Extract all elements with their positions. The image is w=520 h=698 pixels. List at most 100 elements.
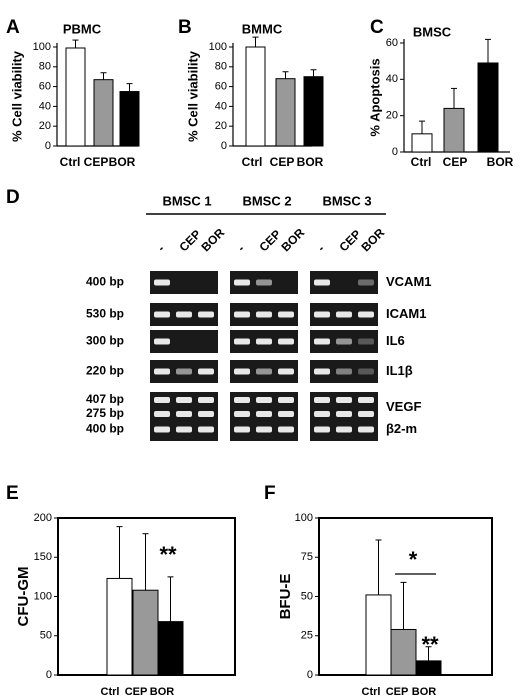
category-label: Ctrl [101,686,120,698]
gel-band [314,397,330,403]
panel-label-b: B [178,17,192,38]
y-tick-label: 0 [45,140,51,152]
lane-label: BOR [278,225,307,254]
gel-band [256,426,272,433]
sample-group-label: BMSC 2 [242,193,291,208]
gel-band [278,368,294,375]
gel-band [198,397,214,403]
category-label: Ctrl [362,686,381,698]
y-tick-label: 200 [34,512,52,524]
gel-band [176,311,192,318]
lane-label: CEP [256,227,283,254]
y-tick-label: 40 [39,100,51,112]
gel-band [234,368,250,375]
gel-band [234,279,250,286]
panel-label-c: C [370,17,384,38]
gel-band [198,368,214,375]
size-marker-label: 407 bp [86,392,124,406]
bar-ctrl [365,594,392,676]
gel-band [358,338,374,345]
gel-band [234,311,250,318]
gene-label: VCAM1 [386,274,432,289]
gel-band [336,397,352,403]
y-tick-label: 0 [46,669,52,681]
gene-label: ICAM1 [386,306,426,321]
gel-band [314,279,330,286]
gel-band [314,411,330,417]
y-tick-label: 100 [33,41,51,53]
significance-annotation: ** [421,632,439,657]
gel-band [336,311,352,318]
gel-image [150,271,218,294]
bar-ctrl [411,133,433,153]
chart-title: PBMC [63,21,102,36]
gel-band [336,426,352,433]
y-tick-label: 0 [221,140,227,152]
bar-bor [415,660,442,676]
gel-band [198,311,214,318]
gel-band [336,411,352,417]
panel-label-d: D [6,187,20,208]
gel-band [154,311,170,318]
gel-image [310,271,378,294]
gel-band [278,426,294,433]
panel-label-f: F [264,483,276,504]
y-axis-label: % Cell viability [185,50,200,142]
panel-label-a: A [6,17,20,38]
bar-bor [477,62,499,153]
category-label: CEP [84,155,109,169]
bar-ctrl [245,46,266,147]
gel-band [256,279,272,286]
panel-c: C BMSC 0 20 40 60 % Apoptosis Ctrl CEP BOR [367,17,513,169]
gel-band [256,397,272,403]
chart-title: BMSC [413,24,452,39]
gel-band [358,368,374,375]
y-tick-label: 100 [34,590,52,602]
y-tick-label: 80 [39,61,51,73]
y-axis-label: CFU-GM [15,567,32,627]
y-tick-label: 20 [39,120,51,132]
category-label: CEP [386,686,409,698]
gel-band [234,426,250,433]
gel-band [234,397,250,403]
bracket-annotation: * [409,547,418,572]
gel-band [336,368,352,375]
y-tick-label: 100 [209,41,227,53]
gel-band [256,311,272,318]
category-label: BOR [412,686,437,698]
gel-band [154,338,170,345]
y-tick-label: 60 [386,37,398,49]
panel-e: E 0 50 100 150 200 CFU-GM Ctrl CEP BOR ** [6,483,236,698]
size-marker-label: 400 bp [86,275,124,289]
gel-band [198,411,214,417]
category-label: Ctrl [60,155,81,169]
gel-band [176,368,192,375]
gel-band [314,426,330,433]
gel-band [278,397,294,403]
y-tick-label: 20 [215,120,227,132]
size-marker-label: 400 bp [86,422,124,436]
y-tick-label: 40 [215,100,227,112]
category-label: BOR [487,155,514,169]
gel-band [256,368,272,375]
gel-band [256,411,272,417]
gel-band [358,279,374,286]
y-tick-label: 150 [34,551,52,563]
size-marker-label: 220 bp [86,364,124,378]
bar-cep [132,589,159,676]
category-label: Ctrl [242,155,263,169]
chart-title: BMMC [242,21,283,36]
gel-band [314,311,330,318]
gel-band [154,411,170,417]
bar-cep [390,628,417,676]
gel-band [256,338,272,345]
lane-label: - [234,242,247,255]
panel-label-e: E [6,483,19,504]
gel-band [176,411,192,417]
gel-band [234,411,250,417]
size-marker-label: 275 bp [86,406,124,420]
significance-annotation: ** [159,542,177,567]
category-label: CEP [443,155,468,169]
